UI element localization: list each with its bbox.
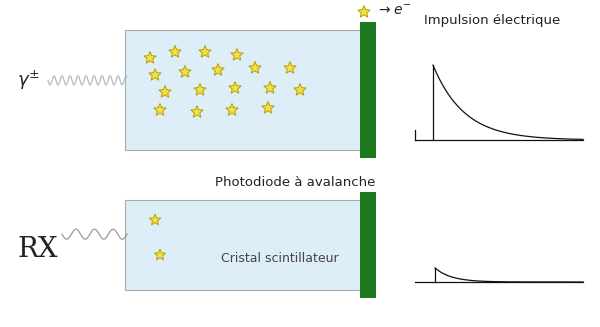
Text: Cristal scintillateur: Cristal scintillateur [221,252,339,265]
Polygon shape [294,83,306,95]
Polygon shape [358,6,370,17]
Polygon shape [199,45,211,57]
Polygon shape [144,51,156,63]
Polygon shape [179,65,191,77]
Bar [125,200,360,290]
Polygon shape [149,214,161,225]
Polygon shape [229,81,241,93]
Text: RX: RX [17,236,58,263]
Polygon shape [159,85,171,97]
Text: Photodiode à avalanche: Photodiode à avalanche [215,177,375,190]
Polygon shape [226,104,238,115]
Polygon shape [212,63,224,75]
Text: Impulsion électrique: Impulsion électrique [424,14,560,27]
Polygon shape [154,249,166,260]
Polygon shape [191,106,203,117]
Polygon shape [264,81,276,93]
Polygon shape [231,48,243,60]
Polygon shape [249,61,261,73]
Bar [360,22,376,158]
Text: $\rightarrow e^{-}$: $\rightarrow e^{-}$ [376,4,412,18]
Polygon shape [284,61,296,73]
Bar [360,192,376,298]
Text: $\gamma^{\pm}$: $\gamma^{\pm}$ [17,69,40,92]
Polygon shape [169,45,181,57]
Polygon shape [194,83,206,95]
Polygon shape [154,104,166,115]
Polygon shape [262,101,274,113]
Bar [125,30,360,150]
Polygon shape [149,68,161,80]
